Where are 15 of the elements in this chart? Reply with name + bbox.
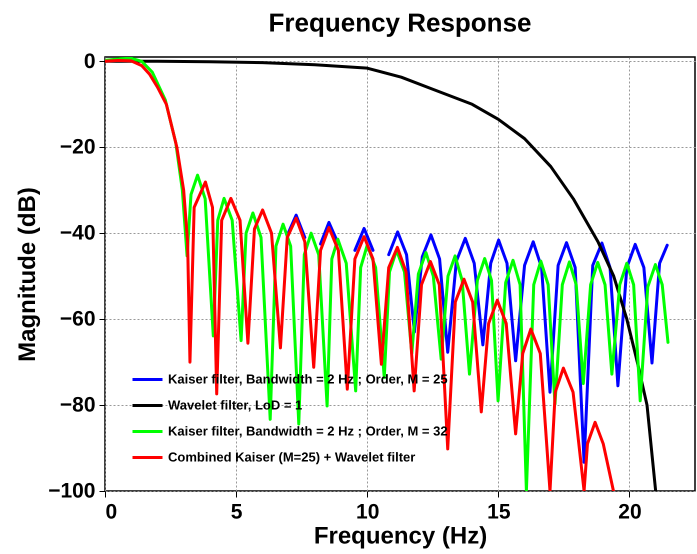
y-tick-label: 0 [84,50,96,73]
x-tick-label: 10 [356,500,380,524]
y-tick-label: −20 [60,136,96,159]
x-tick-label: 5 [230,500,243,524]
legend-label: Combined Kaiser (M=25) + Wavelet filter [168,450,416,464]
chart-title: Frequency Response [268,7,532,38]
y-tick-label: −60 [60,308,96,331]
x-tick-label: 15 [487,500,511,524]
y-tick-label: −100 [48,480,96,502]
y-tick-label: −80 [60,394,96,417]
x-tick-label: 0 [106,500,118,524]
y-axis-title: Magnitude (dB) [14,187,42,362]
x-tick-label: 20 [618,500,642,524]
y-tick-label: −40 [60,222,96,245]
x-axis-title: Frequency (Hz) [314,522,488,550]
